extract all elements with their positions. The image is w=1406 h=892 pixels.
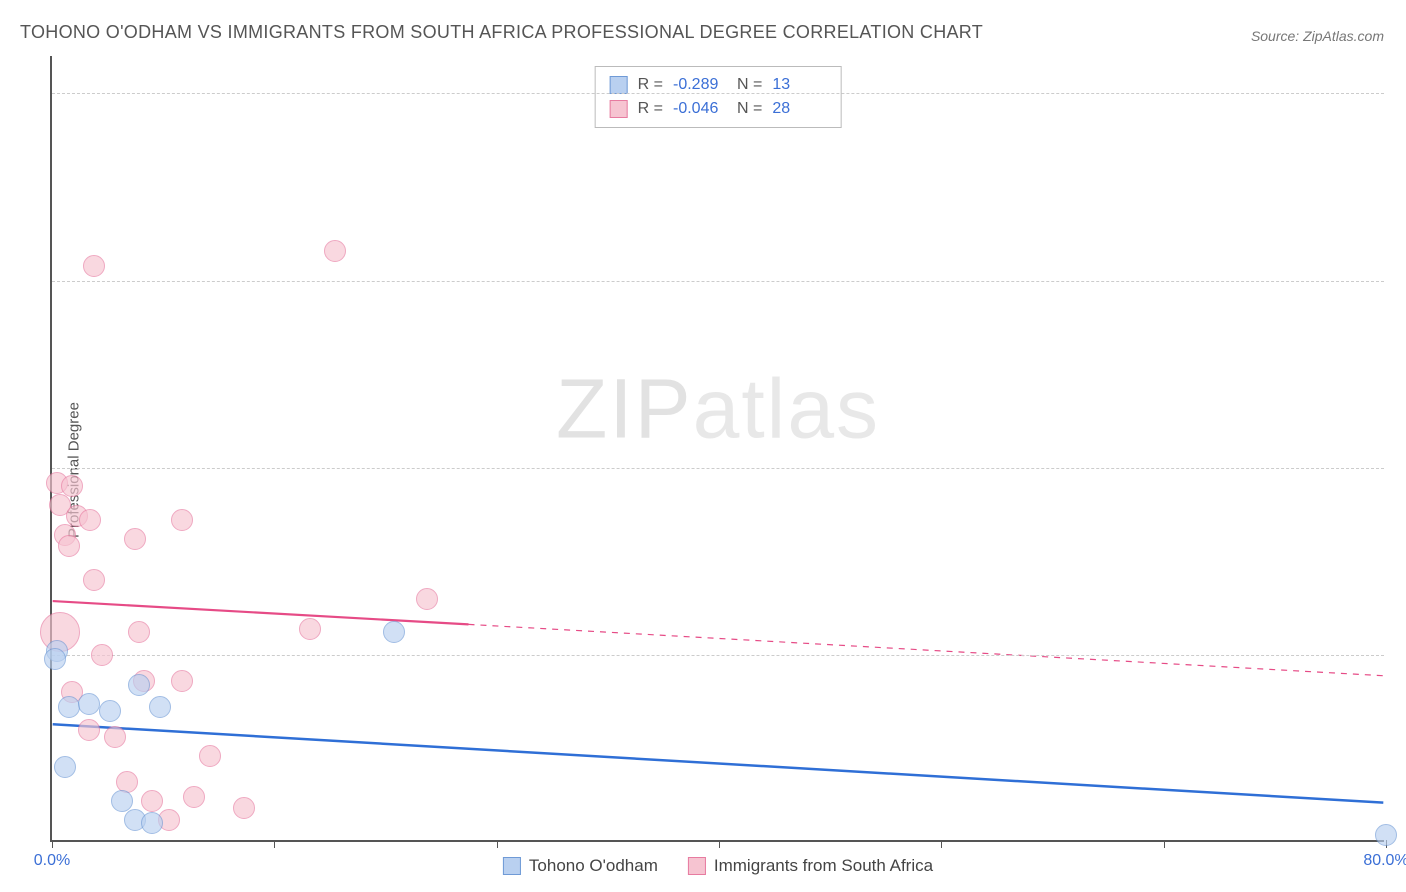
plot-area: ZIPatlas R = -0.289 N = 13 R = -0.046 N … xyxy=(50,56,1384,842)
scatter-point-series-a xyxy=(383,621,405,643)
scatter-point-series-b xyxy=(104,726,126,748)
stats-row-series-b: R = -0.046 N = 28 xyxy=(610,97,827,121)
gridline-h xyxy=(52,281,1384,282)
xtick xyxy=(1164,840,1165,848)
swatch-series-b xyxy=(688,857,706,875)
scatter-point-series-a xyxy=(1375,824,1397,846)
scatter-point-series-a xyxy=(141,812,163,834)
xtick xyxy=(719,840,720,848)
gridline-h xyxy=(52,655,1384,656)
ytick-label: 20.0% xyxy=(1394,84,1406,102)
scatter-point-series-b xyxy=(171,509,193,531)
scatter-point-series-a xyxy=(149,696,171,718)
scatter-point-series-b xyxy=(83,569,105,591)
stats-label-r: R = xyxy=(638,97,663,121)
scatter-point-series-b xyxy=(79,509,101,531)
xtick xyxy=(497,840,498,848)
chart-container: Professional Degree ZIPatlas R = -0.289 … xyxy=(0,48,1406,892)
scatter-point-series-b xyxy=(128,621,150,643)
gridline-h xyxy=(52,93,1384,94)
xtick-label: 80.0% xyxy=(1363,852,1406,870)
xtick xyxy=(941,840,942,848)
scatter-point-series-a xyxy=(54,756,76,778)
swatch-series-a xyxy=(610,76,628,94)
scatter-point-series-a xyxy=(111,790,133,812)
scatter-point-series-b xyxy=(299,618,321,640)
scatter-point-series-b xyxy=(416,588,438,610)
stats-r-series-b: -0.046 xyxy=(673,97,727,121)
scatter-point-series-b xyxy=(83,255,105,277)
scatter-point-series-b xyxy=(141,790,163,812)
scatter-point-series-b xyxy=(91,644,113,666)
scatter-point-series-b xyxy=(171,670,193,692)
scatter-point-series-b xyxy=(124,528,146,550)
swatch-series-a xyxy=(503,857,521,875)
swatch-series-b xyxy=(610,100,628,118)
stats-legend-box: R = -0.289 N = 13 R = -0.046 N = 28 xyxy=(595,66,842,128)
ytick-label: 5.0% xyxy=(1394,646,1406,664)
xtick-label: 0.0% xyxy=(34,852,70,870)
scatter-point-series-b xyxy=(324,240,346,262)
trend-line xyxy=(53,724,1384,802)
xtick xyxy=(274,840,275,848)
chart-title: TOHONO O'ODHAM VS IMMIGRANTS FROM SOUTH … xyxy=(20,22,983,43)
trend-line xyxy=(469,624,1384,675)
scatter-point-series-b xyxy=(78,719,100,741)
legend-label-series-a: Tohono O'odham xyxy=(529,856,658,876)
scatter-point-series-b xyxy=(183,786,205,808)
ytick-label: 15.0% xyxy=(1394,272,1406,290)
scatter-point-series-b xyxy=(233,797,255,819)
bottom-legend: Tohono O'odham Immigrants from South Afr… xyxy=(503,856,933,876)
scatter-point-series-a xyxy=(128,674,150,696)
xtick xyxy=(52,840,53,848)
gridline-h xyxy=(52,468,1384,469)
stats-n-series-b: 28 xyxy=(772,97,826,121)
legend-item-series-a: Tohono O'odham xyxy=(503,856,658,876)
legend-item-series-b: Immigrants from South Africa xyxy=(688,856,933,876)
trend-lines-layer xyxy=(52,56,1384,840)
legend-label-series-b: Immigrants from South Africa xyxy=(714,856,933,876)
scatter-point-series-a xyxy=(78,693,100,715)
source-credit: Source: ZipAtlas.com xyxy=(1251,28,1384,44)
ytick-label: 10.0% xyxy=(1394,459,1406,477)
scatter-point-series-b xyxy=(199,745,221,767)
stats-label-n: N = xyxy=(737,97,762,121)
scatter-point-series-a xyxy=(44,648,66,670)
scatter-point-series-a xyxy=(99,700,121,722)
scatter-point-series-a xyxy=(58,696,80,718)
trend-line xyxy=(53,601,469,624)
scatter-point-series-b xyxy=(58,535,80,557)
